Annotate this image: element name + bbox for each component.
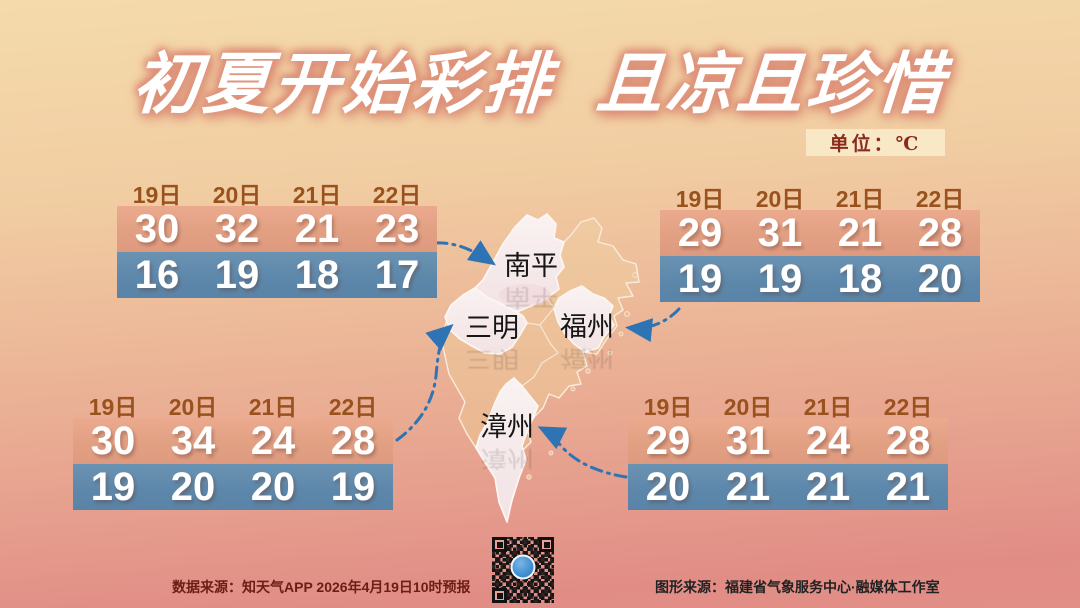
map-label-reflection: 三明	[465, 346, 519, 372]
date-label: 20日	[723, 394, 773, 420]
low-temp: 20	[645, 464, 691, 509]
arrow-to-fuzhou	[625, 307, 681, 343]
qr-code	[492, 537, 554, 603]
map-label-reflection: 南平	[504, 284, 558, 310]
forecast-table-nanping: 19日 20日 21日 22日 30 32 21 23 16 19 18 17	[117, 176, 437, 298]
forecast-table-fuzhou: 19日 20日 21日 22日 29 31 21 28 19 19 18 20	[660, 180, 980, 302]
qr-finder-icon	[539, 537, 554, 552]
date-label: 19日	[132, 182, 182, 208]
date-label: 21日	[248, 394, 298, 420]
low-temp: 21	[885, 464, 931, 509]
low-temp-row: 16 19 18 17	[117, 252, 437, 298]
date-label: 19日	[88, 394, 138, 420]
date-header-row: 19日 20日 21日 22日	[660, 180, 980, 212]
low-temp: 21	[805, 464, 851, 509]
date-header-row: 19日 20日 21日 22日	[73, 388, 393, 420]
date-label: 22日	[372, 182, 422, 208]
date-label: 22日	[328, 394, 378, 420]
high-temp: 34	[170, 418, 216, 463]
page-title: 初夏开始彩排 且凉且珍惜	[130, 47, 949, 122]
high-temp: 31	[757, 210, 803, 255]
low-temp: 16	[134, 252, 180, 297]
date-label: 20日	[168, 394, 218, 420]
map-label-reflection: 福州	[560, 345, 614, 371]
low-temp: 21	[725, 464, 771, 509]
low-temp: 19	[214, 252, 260, 297]
high-temp: 31	[725, 418, 771, 463]
date-label: 22日	[915, 186, 965, 212]
date-label: 22日	[883, 394, 933, 420]
low-temp: 17	[374, 252, 420, 297]
low-temp-row: 20 21 21 21	[628, 464, 948, 510]
low-temp: 19	[677, 256, 723, 301]
low-temp: 19	[330, 464, 376, 509]
arrow-to-zhangzhou	[537, 426, 628, 479]
date-label: 21日	[835, 186, 885, 212]
map-label-text: 漳州	[480, 412, 534, 442]
high-temp: 24	[805, 418, 851, 463]
low-temp-row: 19 19 18 20	[660, 256, 980, 302]
map-label-fuzhou: 福州 福州	[560, 314, 614, 371]
low-temp: 19	[90, 464, 136, 509]
low-temp: 20	[170, 464, 216, 509]
high-temp: 30	[90, 418, 136, 463]
high-temp: 28	[330, 418, 376, 463]
map-label-sanming: 三明 三明	[465, 315, 519, 372]
qr-center-logo-icon	[510, 554, 536, 580]
high-temp: 21	[837, 210, 883, 255]
map-label-zhangzhou: 漳州 漳州	[480, 414, 534, 471]
high-temp: 32	[214, 206, 260, 251]
high-temp: 30	[134, 206, 180, 251]
low-temp: 19	[757, 256, 803, 301]
high-temp-row: 29 31 21 28	[660, 210, 980, 256]
map-label-nanping: 南平 南平	[504, 253, 558, 310]
high-temp: 29	[677, 210, 723, 255]
graphic-source-text: 图形来源：福建省气象服务中心·融媒体工作室	[655, 579, 940, 595]
map-label-text: 三明	[465, 313, 519, 343]
date-label: 19日	[643, 394, 693, 420]
low-temp: 18	[294, 252, 340, 297]
map-label-text: 福州	[560, 312, 614, 342]
data-source-text: 数据来源：知天气APP 2026年4月19日10时预报	[172, 579, 471, 595]
date-label: 19日	[675, 186, 725, 212]
high-temp: 23	[374, 206, 420, 251]
date-header-row: 19日 20日 21日 22日	[117, 176, 437, 208]
date-label: 21日	[292, 182, 342, 208]
high-temp: 21	[294, 206, 340, 251]
unit-label: 单位：℃	[806, 129, 945, 156]
low-temp: 20	[250, 464, 296, 509]
qr-finder-icon	[492, 537, 507, 552]
date-label: 20日	[212, 182, 262, 208]
date-header-row: 19日 20日 21日 22日	[628, 388, 948, 420]
arrow-to-sanming	[395, 324, 454, 442]
arrow-to-nanping	[434, 240, 496, 266]
forecast-table-sanming: 19日 20日 21日 22日 30 34 24 28 19 20 20 19	[73, 388, 393, 510]
qr-finder-icon	[492, 588, 507, 603]
map-inner-borders	[521, 297, 559, 387]
map-label-reflection: 漳州	[480, 445, 534, 471]
high-temp: 29	[645, 418, 691, 463]
high-temp: 24	[250, 418, 296, 463]
low-temp-row: 19 20 20 19	[73, 464, 393, 510]
low-temp: 18	[837, 256, 883, 301]
forecast-table-zhangzhou: 19日 20日 21日 22日 29 31 24 28 20 21 21 21	[628, 388, 948, 510]
date-label: 21日	[803, 394, 853, 420]
date-label: 20日	[755, 186, 805, 212]
high-temp-row: 30 32 21 23	[117, 206, 437, 252]
map-label-text: 南平	[504, 251, 558, 281]
high-temp: 28	[917, 210, 963, 255]
low-temp: 20	[917, 256, 963, 301]
high-temp: 28	[885, 418, 931, 463]
high-temp-row: 29 31 24 28	[628, 418, 948, 464]
high-temp-row: 30 34 24 28	[73, 418, 393, 464]
